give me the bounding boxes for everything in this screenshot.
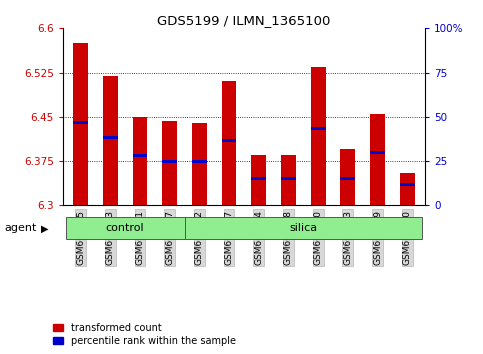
Bar xyxy=(341,149,355,205)
Bar xyxy=(370,114,385,205)
Bar xyxy=(311,67,326,205)
Bar xyxy=(162,121,177,205)
Legend: transformed count, percentile rank within the sample: transformed count, percentile rank withi… xyxy=(53,323,236,346)
Bar xyxy=(400,173,414,205)
Bar xyxy=(132,117,147,205)
Bar xyxy=(66,217,185,239)
Bar xyxy=(103,75,118,205)
Bar xyxy=(311,127,326,130)
Bar xyxy=(185,217,422,239)
Title: GDS5199 / ILMN_1365100: GDS5199 / ILMN_1365100 xyxy=(157,14,330,27)
Bar xyxy=(222,81,237,205)
Bar xyxy=(341,177,355,180)
Bar xyxy=(281,155,296,205)
Bar xyxy=(73,43,88,205)
Bar xyxy=(370,151,385,154)
Text: silica: silica xyxy=(289,223,317,233)
Text: ▶: ▶ xyxy=(41,223,49,233)
Bar xyxy=(103,136,118,139)
Bar xyxy=(192,123,207,205)
Bar xyxy=(251,177,266,180)
Bar xyxy=(192,160,207,162)
Bar xyxy=(251,155,266,205)
Bar xyxy=(222,139,237,142)
Bar xyxy=(281,177,296,180)
Bar xyxy=(132,154,147,157)
Bar xyxy=(73,121,88,124)
Bar xyxy=(400,183,414,186)
Bar xyxy=(162,160,177,162)
Text: control: control xyxy=(106,223,144,233)
Text: agent: agent xyxy=(5,223,37,233)
